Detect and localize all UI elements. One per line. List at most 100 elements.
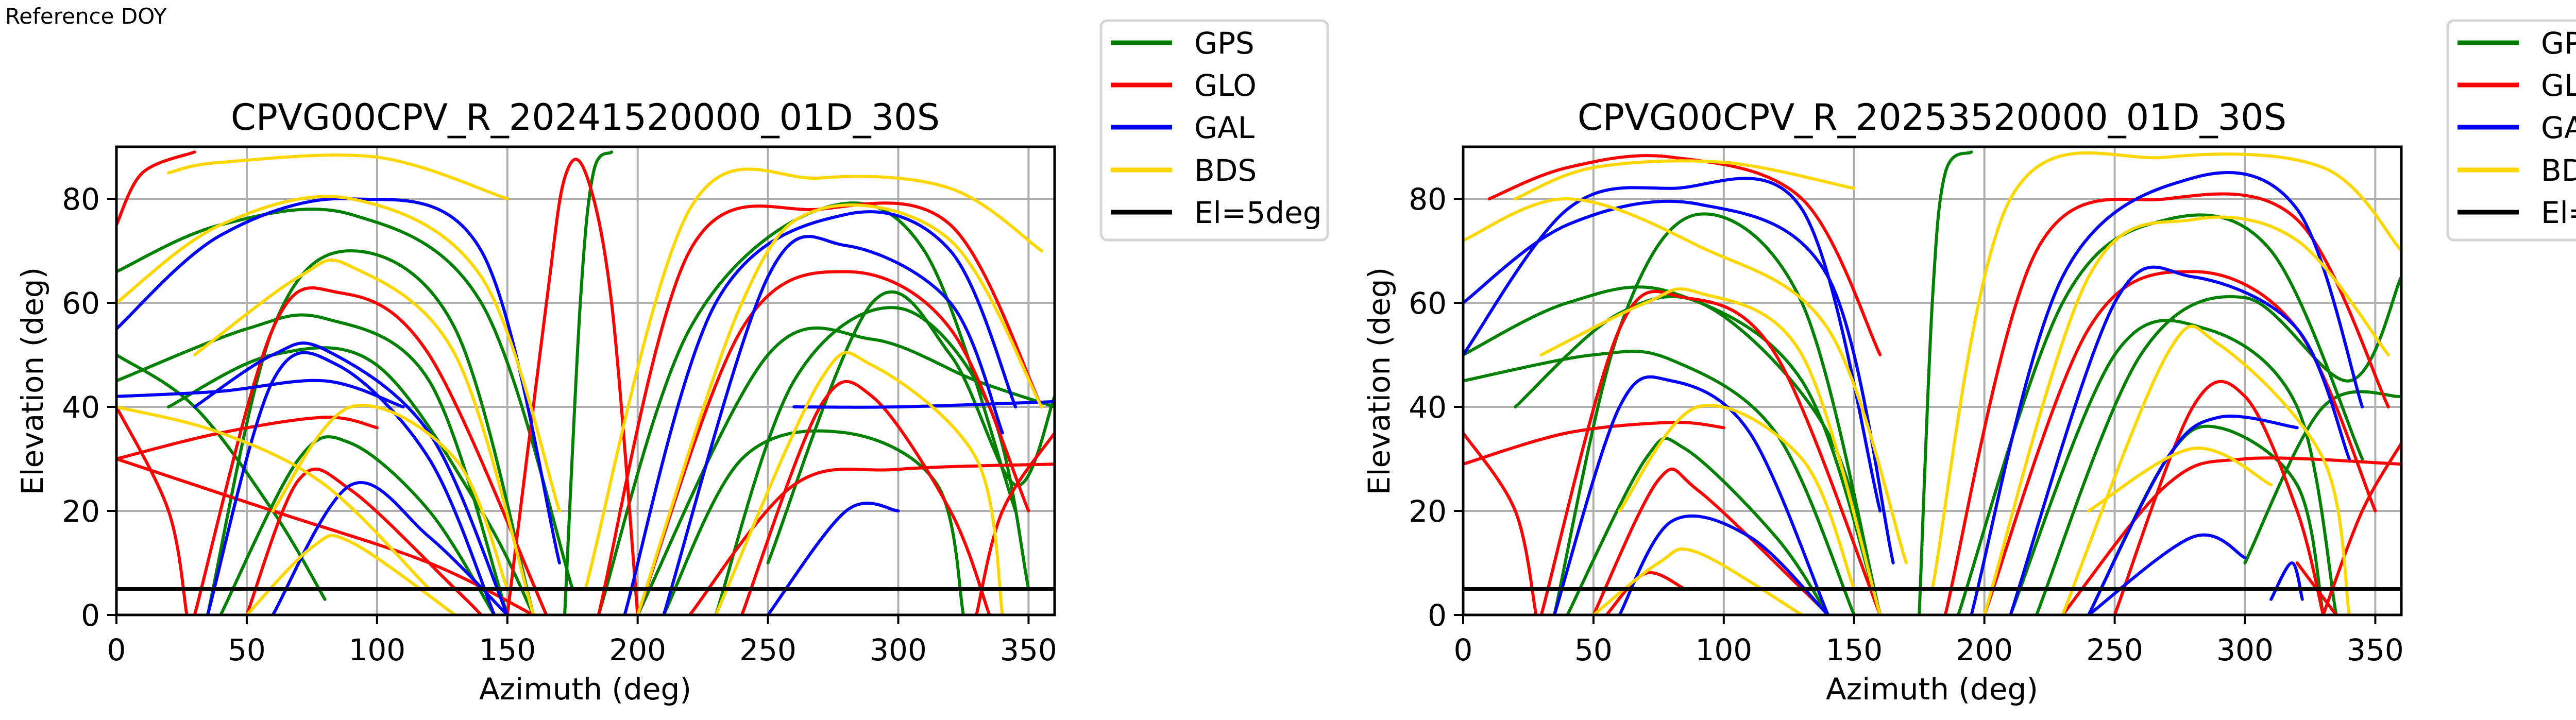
y-tick-label: 60 (62, 286, 100, 321)
skyplot-panel-2024: 0 50 100 150 200 250 300 350 0 20 40 60 80 CPVG00CPV… (15, 19, 1329, 707)
track-gal (2009, 265, 2351, 615)
x-tick-label: 350 (2347, 632, 2404, 667)
track-glo (597, 201, 1043, 615)
track-gal (766, 502, 900, 615)
y-tick-label: 40 (1409, 390, 1447, 425)
track-bds (245, 534, 457, 615)
track-gps (116, 313, 509, 615)
legend: GPS GLO GAL BDS El=5deg (2446, 19, 2576, 242)
legend-label-gps: GPS (1194, 26, 1255, 61)
track-bds (271, 404, 509, 591)
track-gal (1463, 199, 1895, 564)
track-bds (714, 351, 1004, 615)
reference-doy-label: Reference DOY (5, 4, 167, 29)
track-glo (116, 416, 379, 460)
track-bds (1514, 159, 1856, 200)
track-gal (116, 379, 405, 408)
track-gps (662, 429, 965, 615)
axes-frame (1462, 145, 2403, 616)
track-gps (636, 326, 1055, 615)
plot-area: 0 50 100 150 200 250 300 350 0 20 40 60 80 (62, 145, 1057, 667)
x-tick-label: 50 (228, 632, 266, 667)
track-bds (584, 167, 1043, 591)
y-tick-label: 0 (81, 598, 100, 633)
track-bds (1930, 151, 2401, 591)
legend-label-glo: GLO (2541, 68, 2576, 103)
track-bds (193, 258, 535, 615)
track-gal (116, 197, 561, 564)
x-tick-label: 50 (1574, 632, 1613, 667)
legend-label-gal: GAL (1194, 110, 1255, 145)
track-bds (116, 405, 431, 591)
x-tick-label: 200 (1956, 632, 2013, 667)
chart-title: CPVG00CPV_R_20241520000_01D_30S (231, 96, 940, 139)
track-bds (1618, 404, 1856, 591)
legend-label-gps: GPS (2541, 26, 2576, 61)
y-tick-label: 0 (1428, 598, 1447, 633)
x-tick-label: 0 (1454, 632, 1473, 667)
y-axis-label: Elevation (deg) (1362, 267, 1397, 495)
legend-label-el5: El=5deg (1194, 195, 1322, 230)
x-tick-label: 300 (2216, 632, 2274, 667)
track-gps (2243, 390, 2401, 564)
y-tick-label: 60 (1409, 286, 1447, 321)
track-gal (206, 351, 496, 615)
y-tick-label: 80 (62, 182, 100, 217)
y-tick-label: 80 (1409, 182, 1447, 217)
track-glo (1982, 270, 2377, 615)
track-gal (792, 400, 1055, 409)
x-tick-label: 350 (1000, 632, 1057, 667)
legend-label-bds: BDS (2541, 153, 2576, 188)
x-tick-label: 100 (1695, 632, 1752, 667)
track-bds (636, 203, 1043, 615)
track-gps (714, 306, 1030, 615)
track-bds (1539, 287, 1882, 615)
x-tick-label: 300 (870, 632, 927, 667)
track-gal (1618, 514, 1830, 615)
plot-area: 0 50 100 150 200 250 300 350 0 20 40 60 80 (1409, 145, 2404, 667)
track-bds (2087, 447, 2273, 512)
legend-box (1099, 19, 1329, 242)
track-bds (1463, 197, 1908, 564)
track-glo (688, 462, 1055, 615)
track-bds (2061, 324, 2351, 615)
x-tick-label: 150 (479, 632, 536, 667)
y-axis-label: Elevation (deg) (15, 267, 50, 495)
track-bds (1982, 215, 2390, 615)
track-glo (2321, 441, 2401, 615)
x-axis-label: Azimuth (deg) (1826, 672, 2038, 707)
legend-label-bds: BDS (1194, 153, 1257, 188)
y-tick-label: 40 (62, 390, 100, 425)
track-gal (193, 341, 509, 615)
legend: GPS GLO GAL BDS El=5deg (1099, 19, 1329, 242)
track-glo (193, 286, 548, 615)
axes-frame (115, 145, 1056, 616)
track-glo (740, 380, 991, 615)
track-gps (1463, 350, 1856, 615)
legend-box (2446, 19, 2576, 242)
x-tick-label: 200 (609, 632, 666, 667)
track-glo (1539, 290, 1882, 615)
x-tick-label: 0 (107, 632, 126, 667)
track-gps (766, 290, 1055, 564)
track-gal (2087, 414, 2299, 615)
x-tick-label: 250 (739, 632, 796, 667)
chart-title: CPVG00CPV_R_20253520000_01D_30S (1578, 96, 2286, 139)
track-gps (2035, 275, 2401, 615)
track-gps (563, 150, 614, 615)
track-gps (116, 208, 574, 591)
y-tick-label: 20 (62, 494, 100, 529)
track-glo (1463, 421, 1725, 466)
track-gal (1970, 171, 2364, 615)
track-glo (1943, 192, 2390, 615)
track-bds (167, 153, 509, 200)
x-tick-label: 150 (1825, 632, 1883, 667)
x-axis-label: Azimuth (deg) (479, 672, 691, 707)
x-tick-label: 100 (348, 632, 405, 667)
track-gps (1553, 212, 1882, 615)
track-glo (116, 150, 196, 227)
track-gps (167, 346, 535, 615)
track-glo (2113, 380, 2325, 615)
track-glo (636, 270, 1030, 615)
